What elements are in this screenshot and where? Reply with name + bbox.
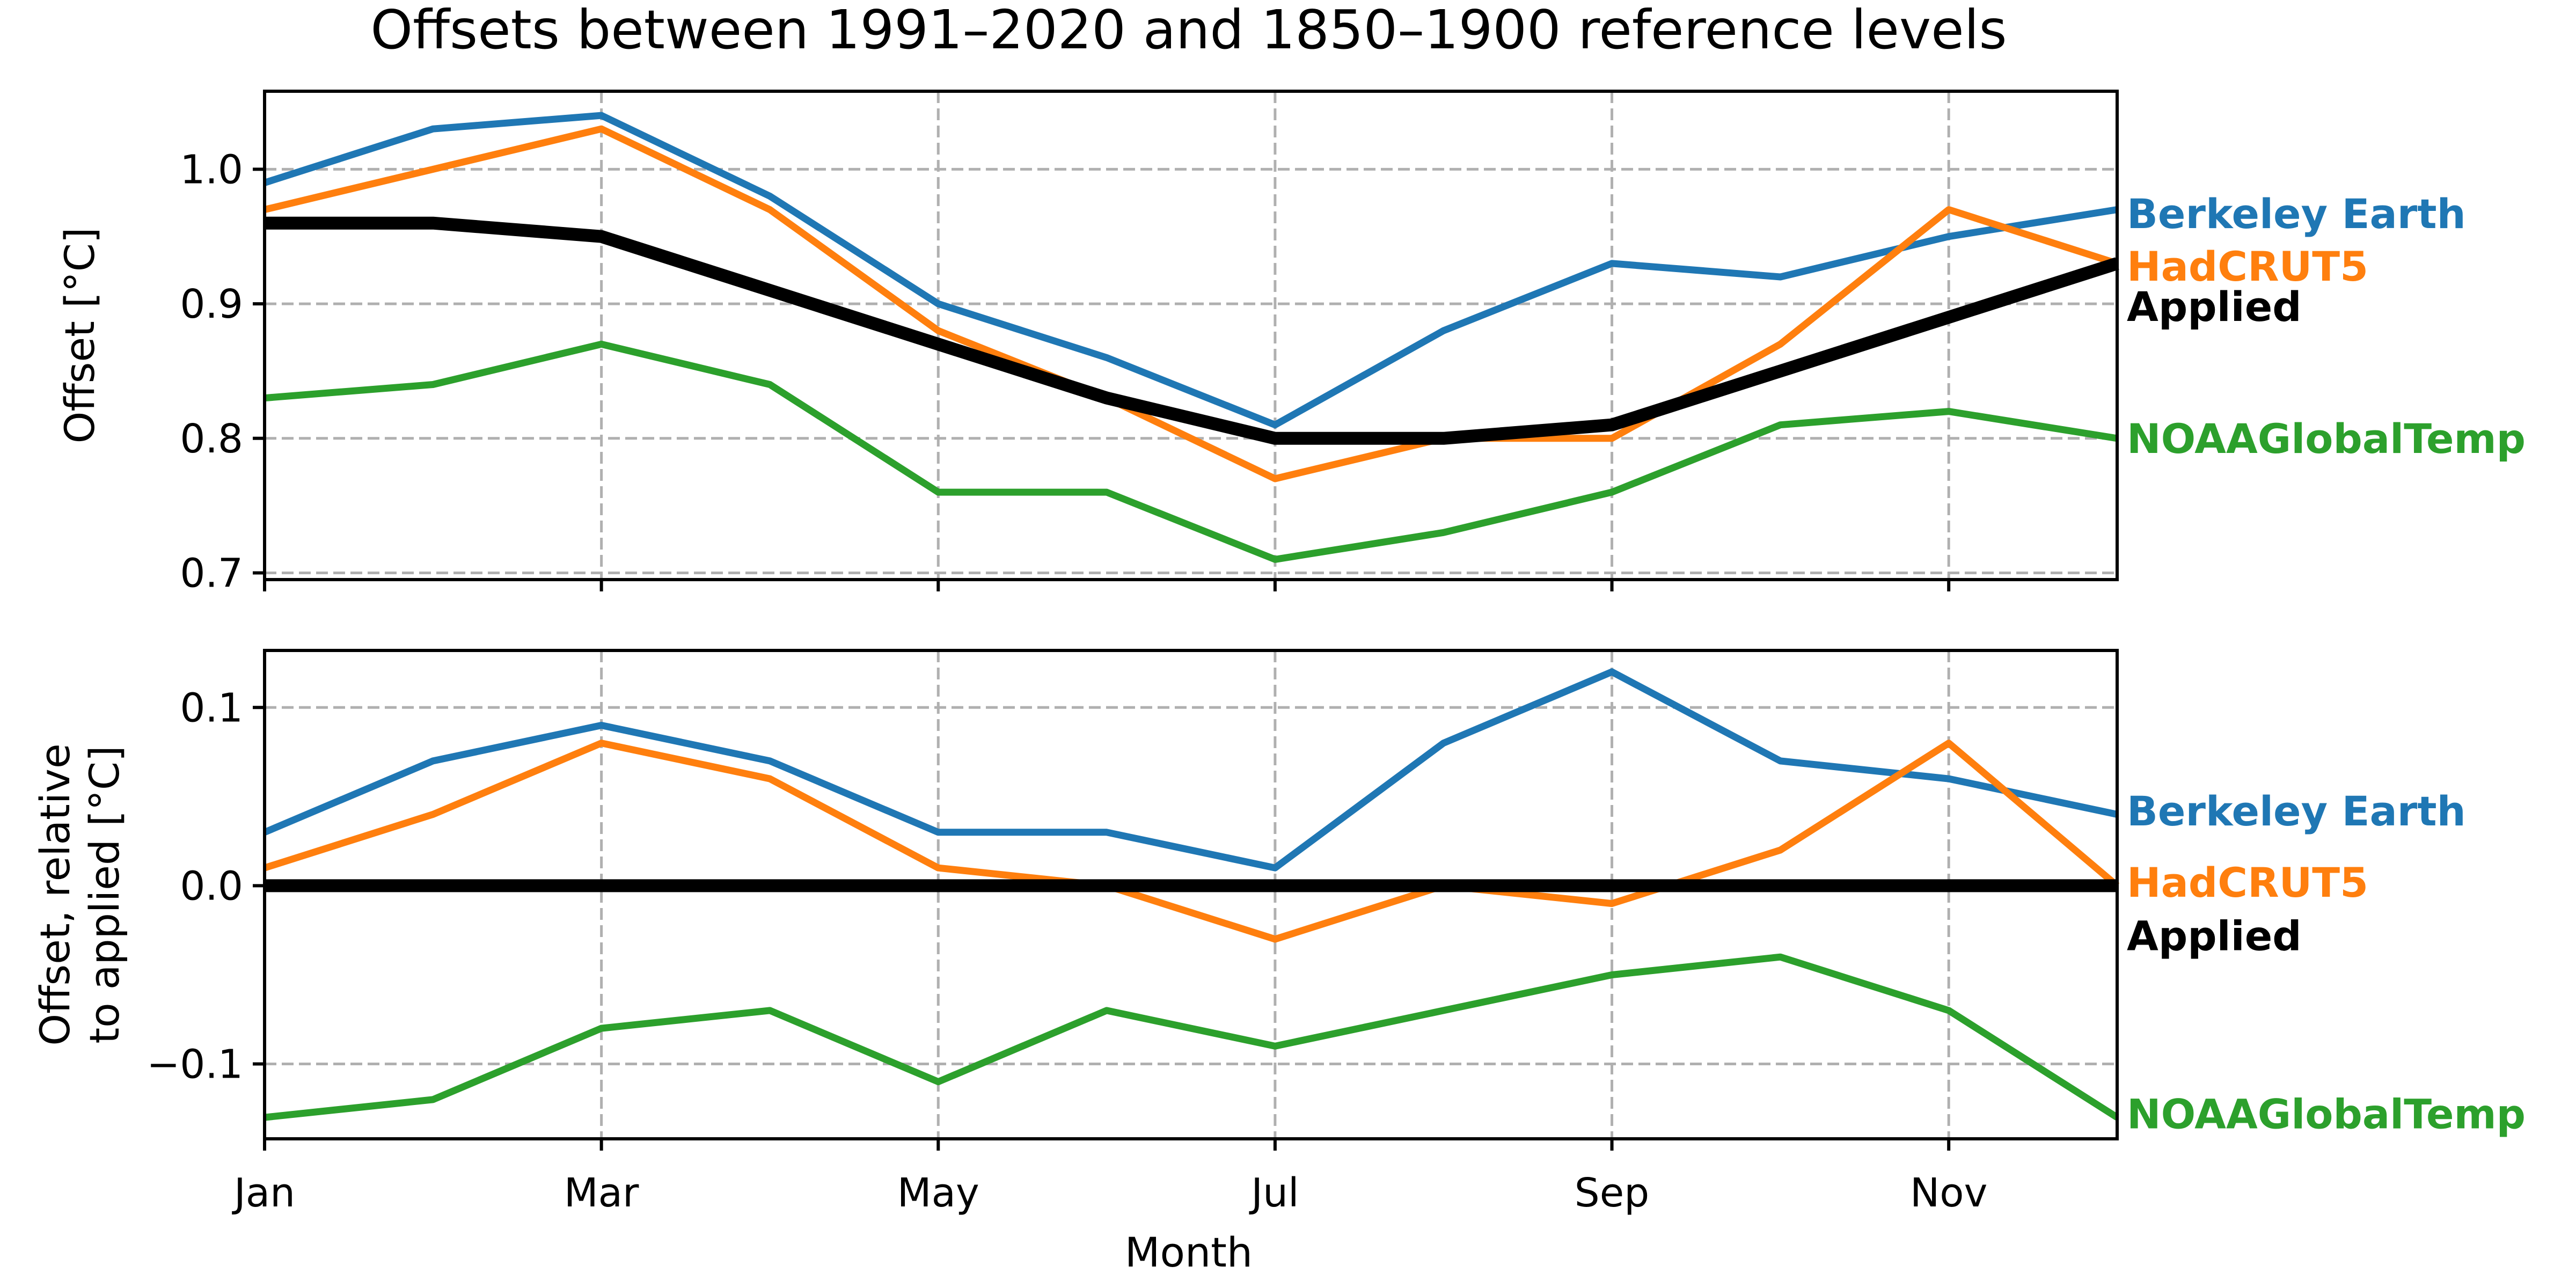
top-label-noaaglobaltemp: NOAAGlobalTemp [2127,415,2526,463]
top-series-hadcrut5 [264,125,2118,482]
xtick-label-nov: Nov [1910,1170,1987,1216]
top-axes-frame [263,90,2119,581]
bottom-ytick-label: 0.0 [180,863,243,909]
x-axis-label: Month [1125,1228,1253,1276]
xtick-label-sep: Sep [1575,1170,1649,1216]
xtick-label-mar: Mar [564,1170,639,1216]
bottom-series-noaaglobaltemp [264,953,2119,1121]
bottom-label-applied: Applied [2127,912,2302,960]
top-ytick-label: 0.7 [180,550,243,596]
top-y-axis-label: Offset [°C] [56,228,104,444]
x-axis: Jan Mar May Jul Sep Nov [232,1170,1987,1216]
chart-title: Offsets between 1991–2020 and 1850–1900 … [370,0,2007,61]
top-label-hadcrut5: HadCRUT5 [2127,243,2368,290]
bottom-series-hadcrut5 [264,740,2120,943]
bottom-axes-frame [263,649,2119,1140]
top-ytick-label: 0.8 [180,416,243,462]
top-series-applied [265,216,2119,445]
bottom-y-axis-label: to applied [°C] [80,745,128,1043]
top-label-berkeley-earth: Berkeley Earth [2127,190,2466,238]
bottom-label-berkeley-earth: Berkeley Earth [2127,787,2466,835]
bottom-label-noaaglobaltemp: NOAAGlobalTemp [2127,1091,2526,1138]
bottom-ytick-label: 0.1 [180,685,243,731]
bottom-label-hadcrut5: HadCRUT5 [2127,859,2368,906]
top-ytick-label: 1.0 [180,147,243,193]
top-panel: 0.7 0.8 0.9 1.0 Berkeley Earth HadCRUT5 NOAAGl… [56,90,2526,596]
top-ytick-label: 0.9 [180,281,243,327]
xtick-label-jan: Jan [232,1170,295,1216]
bottom-y-axis-label: Offset, relative [31,743,79,1045]
top-series-berkeley-earth [264,112,2118,429]
xtick-label-jul: Jul [1249,1170,1299,1216]
bottom-ytick-label: −0.1 [147,1042,243,1088]
bottom-series-berkeley-earth [263,668,2118,872]
xtick-label-may: May [897,1170,979,1216]
top-label-applied: Applied [2127,283,2302,331]
top-series-noaaglobaltemp [264,340,2118,563]
bottom-panel: −0.1 0.0 0.1 Berkeley Earth HadCRUT5 NOAAGlob… [31,649,2526,1151]
